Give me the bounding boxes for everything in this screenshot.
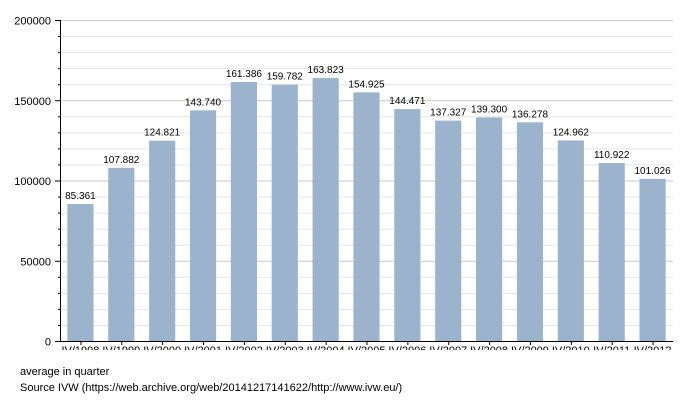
x-tick-label: IV/1999 — [102, 345, 140, 350]
data-label: 163.823 — [308, 65, 345, 76]
bar — [189, 110, 217, 341]
chart-notes: average in quarter Source IVW (https://w… — [20, 364, 402, 396]
data-label: 137.327 — [430, 108, 467, 119]
y-tick-label: 0 — [45, 337, 51, 349]
x-tick-label: IV/2012 — [634, 345, 672, 350]
data-label: 161.386 — [226, 69, 263, 80]
x-tick-label: IV/1998 — [61, 345, 99, 350]
bar — [108, 167, 135, 341]
bar — [476, 117, 503, 342]
y-tick-label: 100000 — [14, 176, 51, 188]
data-label: 144.471 — [389, 96, 426, 107]
x-tick-label: IV/2009 — [511, 345, 549, 350]
data-label: 124.821 — [144, 128, 181, 139]
source-note: Source IVW (https://web.archive.org/web/… — [20, 382, 403, 394]
data-label: 143.740 — [185, 97, 222, 108]
bar — [271, 84, 298, 341]
data-label: 101.026 — [634, 166, 671, 177]
data-label: 124.962 — [553, 127, 590, 138]
bar — [598, 162, 625, 341]
bars — [67, 78, 666, 342]
bar — [394, 109, 421, 341]
data-label: 85.361 — [65, 191, 96, 202]
bar — [230, 81, 257, 342]
bar — [353, 92, 380, 342]
labels: 85.361 IV/1998 107.882 IV/1999 124.821 IV/200… — [14, 16, 671, 351]
data-label: 139.300 — [471, 104, 508, 115]
x-tick-label: IV/2003 — [266, 345, 304, 350]
bar — [557, 140, 584, 341]
x-tick-label: IV/2002 — [225, 345, 263, 350]
bar — [67, 203, 94, 341]
axes — [55, 20, 673, 345]
bar-chart: 85.361 IV/1998 107.882 IV/1999 124.821 IV/200… — [14, 16, 673, 351]
data-label: 159.782 — [267, 72, 304, 83]
x-tick-label: IV/2011 — [593, 345, 630, 350]
average-note: average in quarter — [20, 366, 110, 378]
data-label: 110.922 — [594, 150, 630, 161]
bar — [516, 122, 544, 342]
x-tick-label: IV/2006 — [388, 345, 426, 350]
bar — [639, 178, 666, 341]
x-tick-label: IV/2001 — [184, 345, 222, 350]
data-label: 107.882 — [103, 155, 140, 166]
data-label: 154.925 — [348, 79, 385, 90]
data-label: 136.278 — [512, 109, 549, 120]
bar — [149, 140, 176, 341]
x-tick-label: IV/2010 — [552, 345, 590, 350]
y-tick-label: 50000 — [20, 256, 51, 268]
x-tick-label: IV/2007 — [429, 345, 467, 350]
x-tick-label: IV/2004 — [307, 345, 345, 350]
bar — [312, 78, 339, 341]
x-tick-label: IV/2000 — [143, 345, 181, 350]
x-tick-label: IV/2005 — [348, 345, 386, 350]
y-tick-label: 150000 — [14, 96, 51, 108]
bar — [435, 120, 462, 341]
y-tick-label: 200000 — [14, 16, 51, 28]
x-tick-label: IV/2008 — [470, 345, 508, 350]
